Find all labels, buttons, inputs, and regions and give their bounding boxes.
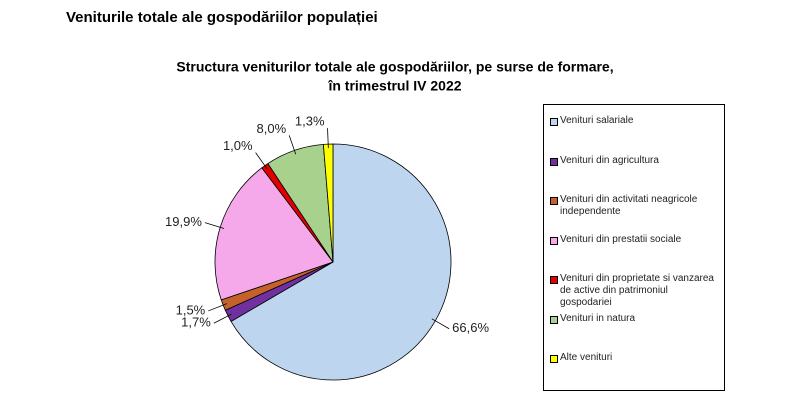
data-label: 19,9% bbox=[165, 214, 202, 229]
legend-swatch bbox=[550, 118, 558, 126]
chart-title: Structura veniturilor totale ale gospodă… bbox=[176, 59, 613, 75]
legend-swatch bbox=[550, 315, 558, 324]
legend-item: Alte venituri bbox=[550, 352, 720, 364]
data-label: 8,0% bbox=[257, 121, 287, 136]
legend-swatch bbox=[550, 276, 558, 284]
leader-line bbox=[288, 135, 297, 155]
legend-item: Venituri din prestatii sociale bbox=[550, 234, 720, 246]
data-label: 1,3% bbox=[295, 114, 325, 129]
legend-swatch bbox=[550, 355, 558, 363]
legend-item: Venituri din agricultura bbox=[550, 155, 720, 167]
legend-label: Venituri din agricultura bbox=[560, 154, 659, 166]
legend-label: Venituri din proprietate si vanzarea de … bbox=[560, 273, 714, 308]
leader-line bbox=[208, 303, 228, 312]
legend-item: Venituri in natura bbox=[550, 313, 720, 325]
legend-swatch bbox=[550, 236, 558, 245]
legend-swatch bbox=[550, 157, 558, 166]
data-label: 1,7% bbox=[181, 315, 211, 330]
leader-line bbox=[204, 222, 225, 229]
leader-line bbox=[255, 152, 268, 170]
legend: Venituri salariale Venituri din agricultu… bbox=[543, 104, 725, 391]
data-label: 1,0% bbox=[223, 138, 253, 153]
legend-item: Venituri din activitati neagricole indep… bbox=[550, 194, 720, 218]
chart-title: în trimestrul IV 2022 bbox=[327, 78, 461, 94]
legend-label: Venituri in natura bbox=[560, 312, 636, 324]
leader-line bbox=[431, 318, 450, 330]
legend-label: Venituri din activitati neagricole indep… bbox=[560, 194, 698, 217]
leader-line bbox=[327, 128, 329, 149]
legend-swatch bbox=[550, 197, 558, 205]
legend-item: Venituri salariale bbox=[550, 115, 720, 127]
data-label: 66,6% bbox=[452, 320, 489, 335]
legend-label: Alte venituri bbox=[560, 352, 613, 363]
page-title: Veniturile totale ale gospodăriilor popu… bbox=[66, 9, 378, 26]
leader-line bbox=[213, 313, 232, 324]
legend-label: Venituri din prestatii sociale bbox=[560, 233, 682, 245]
legend-item: Venituri din proprietate si vanzarea de … bbox=[550, 273, 720, 309]
data-label: 1,5% bbox=[176, 302, 206, 317]
legend-label: Venituri salariale bbox=[560, 115, 634, 126]
